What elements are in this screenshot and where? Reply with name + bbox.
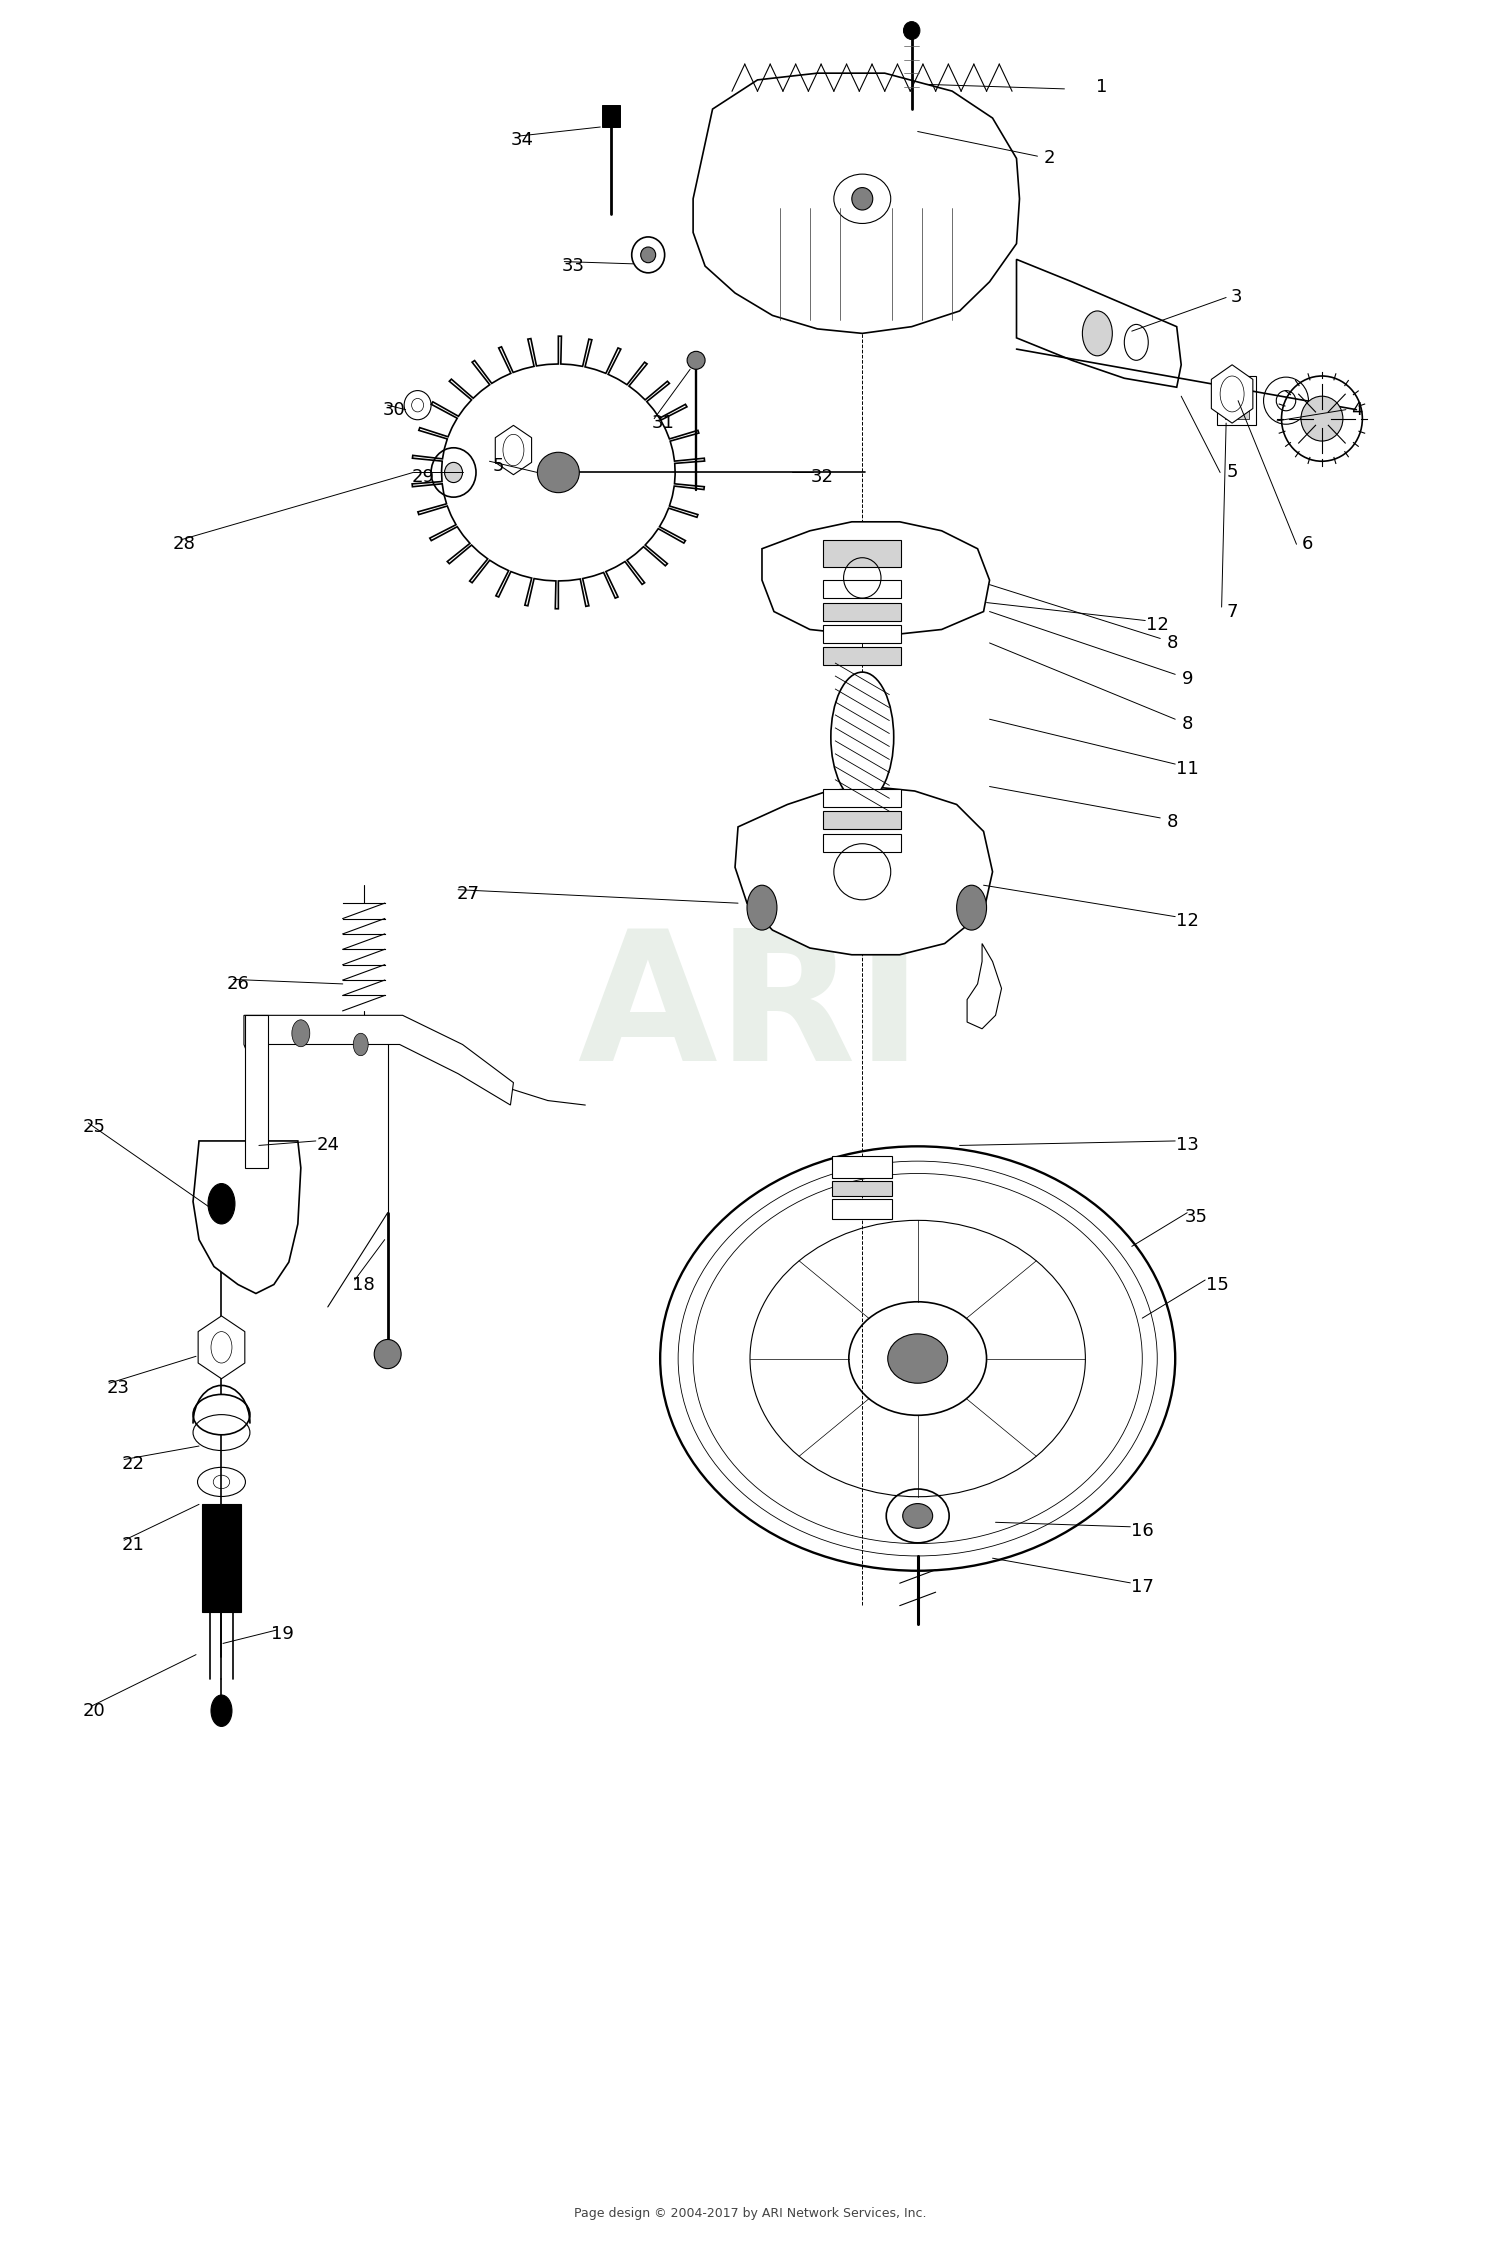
Text: 31: 31 — [651, 413, 675, 431]
Ellipse shape — [687, 350, 705, 368]
Text: 12: 12 — [1146, 615, 1168, 633]
Polygon shape — [194, 1141, 302, 1294]
Text: 16: 16 — [1131, 1523, 1154, 1541]
Circle shape — [1083, 310, 1113, 355]
Bar — [833, 1157, 892, 1179]
Polygon shape — [1017, 258, 1180, 386]
Bar — [1216, 375, 1255, 424]
Text: 28: 28 — [172, 535, 195, 553]
Polygon shape — [762, 521, 990, 633]
Text: 29: 29 — [413, 467, 435, 485]
Text: 22: 22 — [122, 1455, 144, 1473]
Text: 34: 34 — [512, 133, 534, 150]
Text: 7: 7 — [1227, 602, 1238, 620]
Text: 6: 6 — [1302, 535, 1312, 553]
Bar — [1224, 382, 1248, 418]
Text: 24: 24 — [316, 1136, 339, 1154]
Bar — [824, 539, 902, 566]
Text: 8: 8 — [1182, 714, 1192, 732]
Ellipse shape — [444, 463, 462, 483]
Polygon shape — [246, 1015, 268, 1168]
Text: 12: 12 — [1176, 912, 1198, 930]
Bar — [602, 106, 619, 128]
Text: 27: 27 — [458, 885, 480, 903]
Text: 13: 13 — [1176, 1136, 1198, 1154]
Polygon shape — [968, 943, 1002, 1029]
Ellipse shape — [903, 22, 920, 40]
Text: 11: 11 — [1176, 759, 1198, 777]
Bar — [824, 811, 902, 829]
Polygon shape — [735, 786, 993, 955]
Bar — [824, 833, 902, 851]
Circle shape — [352, 1033, 368, 1056]
Text: 20: 20 — [82, 1702, 105, 1720]
Polygon shape — [244, 1015, 513, 1105]
Circle shape — [747, 885, 777, 930]
Polygon shape — [1212, 364, 1252, 422]
Polygon shape — [495, 424, 531, 474]
Polygon shape — [693, 74, 1020, 332]
Text: 33: 33 — [562, 256, 585, 274]
Circle shape — [292, 1020, 310, 1047]
Text: 3: 3 — [1232, 287, 1242, 305]
Ellipse shape — [1300, 395, 1342, 440]
Bar — [833, 1199, 892, 1220]
Polygon shape — [413, 337, 705, 609]
Ellipse shape — [852, 189, 873, 211]
Text: 17: 17 — [1131, 1579, 1154, 1597]
Ellipse shape — [831, 672, 894, 802]
Ellipse shape — [537, 451, 579, 492]
Circle shape — [211, 1696, 232, 1727]
Circle shape — [209, 1184, 236, 1224]
Text: 9: 9 — [1182, 669, 1192, 687]
Text: 4: 4 — [1350, 400, 1362, 418]
Text: 35: 35 — [1185, 1208, 1208, 1226]
Bar — [824, 579, 902, 597]
Text: 5: 5 — [1227, 463, 1238, 481]
Text: 8: 8 — [1167, 813, 1178, 831]
Text: 32: 32 — [810, 467, 834, 485]
Circle shape — [957, 885, 987, 930]
Text: 2: 2 — [1044, 150, 1054, 168]
Text: ARI: ARI — [578, 923, 922, 1098]
Bar — [824, 647, 902, 665]
Text: 26: 26 — [226, 975, 249, 993]
Bar — [202, 1505, 242, 1613]
Bar — [824, 624, 902, 642]
Text: Page design © 2004-2017 by ARI Network Services, Inc.: Page design © 2004-2017 by ARI Network S… — [573, 2208, 926, 2219]
Text: 1: 1 — [1096, 79, 1107, 97]
Polygon shape — [198, 1316, 244, 1379]
Bar — [824, 602, 902, 620]
Bar — [824, 788, 902, 806]
Ellipse shape — [194, 1395, 250, 1435]
Ellipse shape — [640, 247, 656, 263]
Text: 25: 25 — [82, 1119, 105, 1136]
Text: 30: 30 — [382, 400, 405, 418]
Bar — [833, 1181, 892, 1197]
Ellipse shape — [903, 1503, 933, 1527]
Text: 15: 15 — [1206, 1276, 1228, 1294]
Ellipse shape — [374, 1339, 400, 1368]
Text: 21: 21 — [122, 1536, 144, 1554]
Ellipse shape — [888, 1334, 948, 1384]
Text: 8: 8 — [1167, 633, 1178, 651]
Text: 23: 23 — [106, 1379, 129, 1397]
Text: 18: 18 — [352, 1276, 375, 1294]
Text: 5: 5 — [492, 456, 504, 474]
Text: 19: 19 — [272, 1626, 294, 1644]
